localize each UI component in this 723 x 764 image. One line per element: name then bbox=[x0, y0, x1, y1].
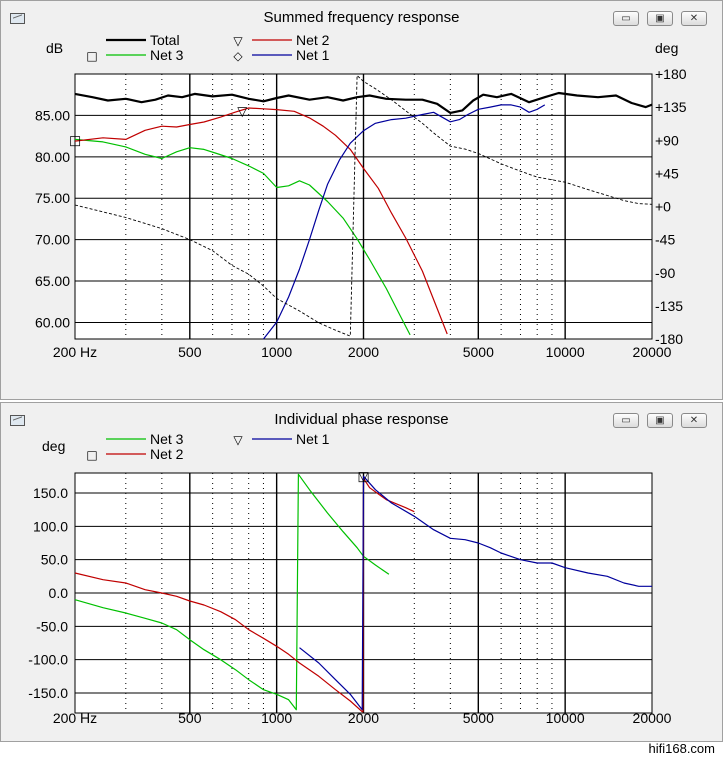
y2-tick-label: -45 bbox=[655, 232, 675, 248]
x-tick-label: 1000 bbox=[261, 344, 292, 360]
y-tick-label: 80.00 bbox=[35, 149, 70, 165]
series-line-total bbox=[74, 91, 653, 114]
x-tick-label: 2000 bbox=[348, 344, 379, 360]
y-tick-label: 85.00 bbox=[35, 107, 70, 123]
y2-tick-label: +90 bbox=[655, 132, 679, 148]
close-button[interactable]: ✕ bbox=[681, 11, 707, 26]
legend-marker: □ bbox=[86, 49, 97, 63]
legend-marker: □ bbox=[86, 448, 97, 462]
y-tick-label: -100.0 bbox=[28, 652, 68, 668]
series-line-net-3 bbox=[74, 473, 390, 711]
series-line-net-2 bbox=[74, 107, 448, 335]
frequency-response-window: Summed frequency response ▭ ▣ ✕ 200 Hz 50… bbox=[0, 0, 723, 400]
y-tick-label: 70.00 bbox=[35, 232, 70, 248]
window-title: Individual phase response bbox=[274, 411, 449, 428]
x-tick-label: 200 Hz bbox=[53, 344, 97, 360]
curve-marker: □ bbox=[69, 133, 81, 148]
minimize-button[interactable]: ▭ bbox=[613, 11, 639, 26]
legend-label: Net 2 bbox=[296, 32, 330, 48]
legend-label: Net 2 bbox=[150, 446, 184, 462]
x-tick-label: 1000 bbox=[261, 710, 292, 726]
x-tick-label: 200 Hz bbox=[53, 710, 97, 726]
series-line-net-3 bbox=[74, 138, 411, 336]
y-tick-label: 0.0 bbox=[49, 585, 69, 601]
summed-frequency-chart: 200 Hz 500 1000 2000 5000 10000 20000 60.00 65.0… bbox=[35, 32, 687, 360]
x-tick-label: 500 bbox=[178, 344, 202, 360]
title-bar[interactable]: Individual phase response ▭ ▣ ✕ bbox=[1, 403, 722, 433]
y2-tick-label: -90 bbox=[655, 265, 675, 281]
y2-tick-label: -180 bbox=[655, 331, 683, 347]
legend-label: Net 3 bbox=[150, 433, 184, 447]
legend-marker: ◇ bbox=[233, 49, 243, 63]
legend-label: Total bbox=[150, 32, 180, 48]
close-button[interactable]: ✕ bbox=[681, 413, 707, 428]
y2-tick-label: +45 bbox=[655, 165, 679, 181]
y-axis-label: deg bbox=[42, 438, 65, 454]
series-line-net-1 bbox=[299, 475, 652, 711]
y2-axis-label: deg bbox=[655, 40, 678, 56]
legend-label: Net 1 bbox=[296, 47, 330, 63]
y-tick-label: 100.0 bbox=[33, 518, 68, 534]
legend-label: Net 3 bbox=[150, 47, 184, 63]
x-tick-label: 20000 bbox=[633, 344, 672, 360]
curve-marker: □ bbox=[357, 470, 369, 485]
restore-button[interactable]: ▣ bbox=[647, 413, 673, 428]
individual-phase-chart: 200 Hz 500 1000 2000 5000 10000 20000 150.0 100.… bbox=[28, 433, 672, 726]
y-tick-label: 150.0 bbox=[33, 485, 68, 501]
minimize-button[interactable]: ▭ bbox=[613, 413, 639, 428]
legend-label: Net 1 bbox=[296, 433, 330, 447]
x-tick-label: 5000 bbox=[463, 344, 494, 360]
curve-marker: ▽ bbox=[237, 104, 247, 119]
x-tick-label: 20000 bbox=[633, 710, 672, 726]
watermark: hifi168.com bbox=[648, 741, 715, 756]
series-line-net-1 bbox=[263, 104, 546, 340]
y-tick-label: -150.0 bbox=[28, 685, 68, 701]
restore-button[interactable]: ▣ bbox=[647, 11, 673, 26]
x-tick-label: 10000 bbox=[546, 344, 585, 360]
curve-marker: ▽ bbox=[359, 470, 369, 485]
y-tick-label: -50.0 bbox=[36, 618, 68, 634]
series-line-phase-dashed- bbox=[74, 75, 653, 337]
y-tick-label: 75.00 bbox=[35, 190, 70, 206]
legend-marker: ▽ bbox=[233, 433, 243, 447]
y2-tick-label: +180 bbox=[655, 66, 687, 82]
y2-tick-label: +135 bbox=[655, 99, 687, 115]
x-tick-label: 10000 bbox=[546, 710, 585, 726]
x-tick-label: 5000 bbox=[463, 710, 494, 726]
y-axis-label: dB bbox=[46, 40, 63, 56]
title-bar[interactable]: Summed frequency response ▭ ▣ ✕ bbox=[1, 1, 722, 31]
y2-tick-label: -135 bbox=[655, 298, 683, 314]
y-tick-label: 65.00 bbox=[35, 273, 70, 289]
window-title: Summed frequency response bbox=[263, 9, 460, 26]
x-tick-label: 2000 bbox=[348, 710, 379, 726]
y-tick-label: 60.00 bbox=[35, 314, 70, 330]
legend-marker: ▽ bbox=[233, 34, 243, 48]
window-icon[interactable] bbox=[10, 13, 25, 24]
window-icon[interactable] bbox=[10, 415, 25, 426]
x-tick-label: 500 bbox=[178, 710, 202, 726]
phase-response-window: Individual phase response ▭ ▣ ✕ 200 Hz 50… bbox=[0, 402, 723, 742]
y2-tick-label: +0 bbox=[655, 199, 671, 215]
y-tick-label: 50.0 bbox=[41, 552, 68, 568]
